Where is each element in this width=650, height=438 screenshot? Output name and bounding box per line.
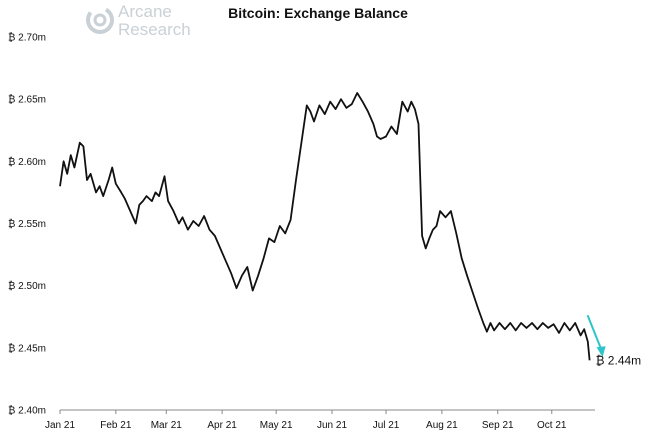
y-tick-label: ₿ 2.55m — [8, 218, 46, 230]
x-tick-label: Sep 21 — [482, 420, 514, 431]
logo-text-line2: Research — [118, 20, 191, 39]
y-tick-label: ₿ 2.50m — [8, 280, 46, 292]
y-tick-label: ₿ 2.65m — [8, 94, 46, 106]
x-tick-label: Jul 21 — [373, 420, 400, 431]
arrow-head-icon — [596, 346, 606, 358]
x-tick-label: Feb 21 — [100, 420, 132, 431]
x-tick-label: Jun 21 — [317, 420, 347, 431]
x-tick-label: Aug 21 — [426, 420, 458, 431]
x-tick-label: Mar 21 — [151, 420, 183, 431]
x-tick-label: Apr 21 — [207, 420, 237, 431]
y-tick-label: ₿ 2.45m — [8, 342, 46, 354]
x-tick-label: Oct 21 — [537, 420, 567, 431]
x-axis-ticks: Jan 21 Feb 21 Mar 21 Apr 21 May 21 Jun 21 Jul … — [45, 410, 567, 431]
logo-text-line1: Arcane — [118, 2, 172, 21]
x-tick-label: Jan 21 — [45, 420, 75, 431]
chart-title: Bitcoin: Exchange Balance — [228, 5, 408, 21]
down-arrow-icon — [586, 314, 603, 351]
x-tick-label: May 21 — [260, 420, 293, 431]
y-axis-ticks: ₿ 2.40m ₿ 2.45m ₿ 2.50m ₿ 2.55m ₿ 2.60m ₿ 2.6… — [8, 32, 46, 417]
y-tick-label: ₿ 2.70m — [8, 32, 46, 44]
end-value-label: ₿ 2.44m — [596, 353, 642, 367]
arcane-logo: Arcane Research — [86, 2, 191, 39]
series-line-exchange-balance — [59, 92, 591, 361]
arcane-logo-icon — [86, 6, 114, 34]
y-tick-label: ₿ 2.40m — [8, 405, 46, 417]
y-tick-label: ₿ 2.60m — [8, 156, 46, 168]
end-annotation: ₿ 2.44m — [586, 314, 642, 367]
